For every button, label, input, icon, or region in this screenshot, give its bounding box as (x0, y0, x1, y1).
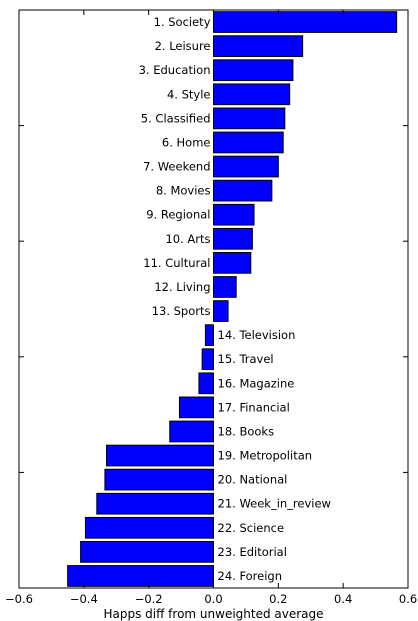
bar-label-19: 19. Metropolitan (218, 449, 313, 463)
bar-5 (213, 107, 286, 130)
bar-label-18: 18. Books (218, 424, 275, 438)
x-tick-label-6: 0.6 (399, 592, 417, 606)
bar-1 (213, 11, 398, 33)
x-tick-label-5: 0.4 (334, 592, 352, 606)
bar-7 (213, 155, 279, 178)
bar-22 (84, 516, 215, 539)
bar-17 (178, 396, 214, 419)
bar-label-8: 8. Movies (156, 184, 211, 198)
bar-label-23: 23. Editorial (218, 545, 287, 559)
bar-label-22: 22. Science (218, 521, 285, 535)
bar-label-5: 5. Classified (141, 111, 211, 125)
x-tick-label-2: −0.2 (135, 592, 163, 606)
bar-label-9: 9. Regional (146, 208, 210, 222)
bar-12 (213, 276, 237, 298)
bar-labels-group: 1. Society 2. Leisure 3. Education 4. Style… (139, 15, 331, 583)
bar-21 (96, 492, 214, 515)
bar-11 (213, 252, 252, 274)
x-tick-label-3: 0.0 (204, 592, 222, 606)
bar-label-16: 16. Magazine (218, 376, 295, 390)
bar-label-2: 2. Leisure (155, 39, 211, 53)
bar-label-12: 12. Living (154, 280, 210, 294)
bar-label-4: 4. Style (167, 87, 211, 101)
bar-8 (213, 179, 273, 202)
bar-6 (213, 131, 284, 154)
bar-label-13: 13. Sports (152, 304, 211, 318)
bar-2 (213, 35, 304, 57)
bars-group (67, 11, 398, 587)
bar-label-20: 20. National (218, 473, 288, 487)
x-tick-label-1: −0.4 (70, 592, 98, 606)
bar-label-21: 21. Week_in_review (218, 497, 331, 511)
bar-3 (213, 59, 294, 82)
bar-13 (213, 300, 229, 322)
bar-19 (106, 444, 214, 467)
bar-10 (213, 227, 253, 250)
bar-label-17: 17. Financial (218, 400, 290, 414)
bar-20 (104, 468, 214, 491)
bar-label-1: 1. Society (154, 15, 211, 29)
bar-4 (213, 83, 291, 106)
bar-14 (204, 324, 214, 346)
bar-label-6: 6. Home (162, 135, 211, 149)
bar-label-7: 7. Weekend (143, 160, 210, 174)
ticks-group (18, 9, 409, 589)
bar-label-3: 3. Education (139, 63, 211, 77)
bar-9 (213, 203, 255, 226)
x-tick-label-4: 0.2 (269, 592, 287, 606)
bar-24 (67, 565, 214, 587)
bar-label-10: 10. Arts (165, 232, 210, 246)
bar-15 (201, 348, 214, 371)
x-tick-label-0: −0.6 (5, 592, 33, 606)
x-axis-label: Happs diff from unweighted average (103, 607, 323, 621)
bar-23 (80, 541, 215, 563)
bar-label-24: 24. Foreign (218, 569, 283, 583)
bar-label-14: 14. Television (218, 328, 296, 342)
bar-label-11: 11. Cultural (143, 256, 210, 270)
bar-16 (198, 372, 215, 395)
x-tick-labels-group: −0.6 −0.4 −0.2 0.0 0.2 0.4 0.6 (5, 592, 417, 606)
bar-label-15: 15. Travel (218, 352, 274, 366)
bar-18 (169, 420, 215, 443)
